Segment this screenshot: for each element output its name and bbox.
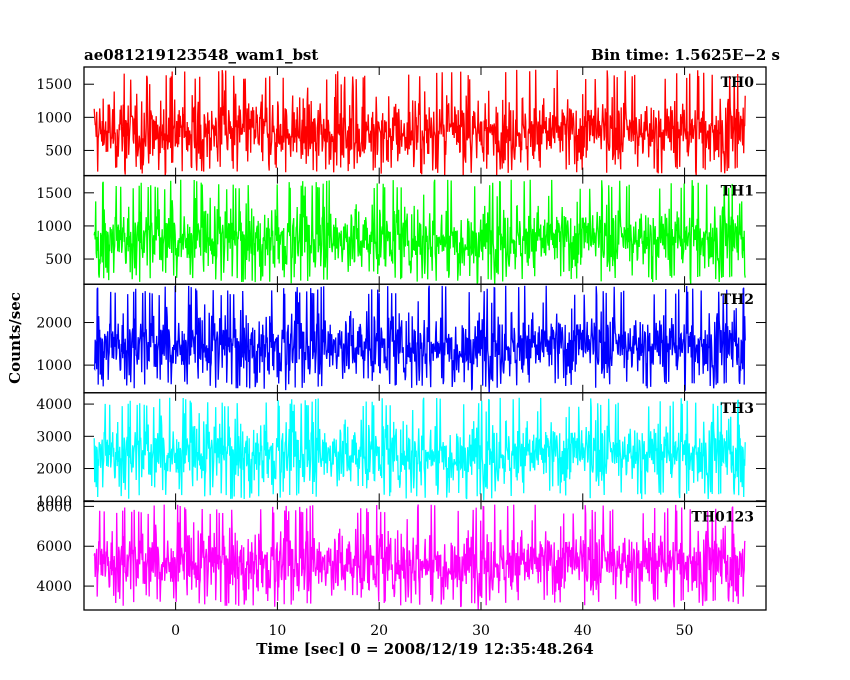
y-tick-label: 8000 — [36, 499, 72, 515]
y-tick-label: 500 — [45, 252, 72, 268]
panel-th0123: 4000 6000 8000 TH0123 — [36, 499, 767, 611]
y-tick-label: 4000 — [36, 397, 72, 413]
y-tick-label: 1500 — [36, 77, 72, 93]
x-axis-title: Time [sec] 0 = 2008/12/19 12:35:48.264 — [256, 640, 593, 658]
panel-label: TH0123 — [691, 509, 754, 525]
panel-th3: 1000 2000 3000 4000 TH3 — [36, 392, 767, 510]
panel-label: TH0 — [721, 75, 755, 91]
y-tick-label: 3000 — [36, 429, 72, 445]
y-tick-label: 1000 — [36, 358, 72, 374]
x-tick-label: 10 — [268, 623, 286, 639]
y-tick-label: 2000 — [36, 462, 72, 478]
chart-title-right: Bin time: 1.5625E−2 s — [591, 46, 780, 64]
panel-label: TH3 — [721, 401, 754, 417]
y-tick-label: 1000 — [36, 219, 72, 235]
panel-th2: 1000 2000 TH2 — [36, 283, 767, 394]
y-tick-label: 1000 — [36, 110, 72, 126]
x-tick-label: 50 — [676, 623, 694, 639]
series-th0123 — [93, 504, 746, 610]
x-tick-label: 30 — [472, 623, 490, 639]
y-axis-title: Counts/sec — [6, 292, 24, 384]
y-tick-label: 500 — [45, 143, 72, 159]
y-tick-label: 2000 — [36, 316, 72, 332]
series-th3 — [93, 397, 746, 501]
y-tick-label: 1500 — [36, 186, 72, 202]
x-axis: 0 10 20 30 40 50 — [171, 623, 693, 639]
panel-label: TH1 — [721, 184, 754, 200]
x-tick-label: 0 — [171, 623, 180, 639]
x-tick-label: 20 — [370, 623, 388, 639]
panel-th1: 500 1000 1500 TH1 — [36, 174, 767, 285]
series-th2 — [93, 285, 746, 393]
y-tick-label: 6000 — [36, 539, 72, 555]
chart-title-left: ae081219123548_wam1_bst — [84, 46, 318, 64]
panel-frame — [83, 500, 767, 611]
series-th0 — [93, 69, 746, 176]
y-tick-label: 1000 — [36, 494, 72, 510]
y-tick-label: 4000 — [36, 579, 72, 595]
x-tick-label: 40 — [574, 623, 592, 639]
panel-th0: 500 1000 1500 TH0 — [36, 66, 767, 177]
panel-label: TH2 — [721, 292, 754, 308]
series-th1 — [93, 179, 746, 284]
